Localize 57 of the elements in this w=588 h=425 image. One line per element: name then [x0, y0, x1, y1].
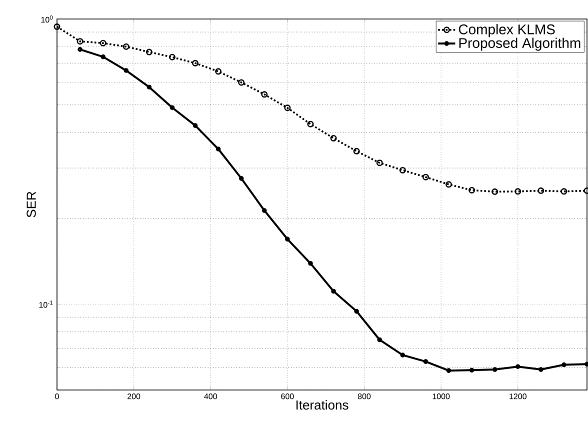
point: [354, 308, 359, 314]
point: [76, 38, 84, 45]
point: [100, 40, 106, 46]
point: [492, 367, 498, 372]
point: [331, 288, 336, 294]
point: [562, 362, 566, 368]
point: [215, 68, 222, 75]
point: [100, 54, 106, 60]
point: [192, 60, 199, 66]
point: [192, 123, 198, 128]
point: [445, 181, 452, 188]
legend-label: Complex KLMS: [458, 24, 555, 38]
x-tick-label: 800: [358, 394, 371, 400]
point: [124, 68, 129, 73]
y-tick-label: 10$^{-1}$: [39, 300, 53, 308]
point: [538, 187, 544, 194]
point: [560, 188, 568, 195]
point: [307, 120, 314, 128]
point: [538, 367, 544, 372]
point: [468, 186, 476, 194]
point: [238, 79, 245, 86]
point: [284, 104, 291, 112]
point: [146, 84, 152, 90]
x-tick-label: 400: [204, 394, 217, 400]
point: [285, 236, 290, 242]
y-tick-label: 10$^{0}$: [41, 15, 53, 23]
point: [377, 337, 382, 342]
point: [262, 208, 267, 213]
x-tick-label: 0: [55, 394, 59, 400]
point: [261, 91, 268, 98]
x-tick-label: 1200: [510, 394, 526, 400]
x-tick-label: 200: [128, 394, 140, 400]
point: [168, 54, 176, 60]
point: [399, 166, 406, 174]
legend-label: Proposed Algorithm: [459, 38, 580, 51]
point: [330, 134, 337, 142]
point: [400, 352, 406, 358]
point: [353, 148, 360, 154]
point: [446, 368, 452, 373]
point: [54, 23, 60, 30]
point: [514, 188, 522, 195]
x-axis-title: Iterations: [296, 400, 348, 410]
point: [515, 364, 520, 370]
point: [492, 188, 498, 195]
point: [146, 48, 152, 56]
point: [423, 359, 428, 364]
x-tick-label: 1000: [432, 394, 450, 400]
point: [308, 260, 313, 266]
point: [422, 174, 429, 180]
point: [122, 43, 130, 50]
point: [469, 368, 474, 373]
point: [170, 105, 175, 110]
point: [216, 146, 221, 152]
point: [238, 176, 244, 181]
point: [376, 160, 383, 166]
y-axis-title: SER: [26, 192, 36, 218]
x-tick-label: 600: [281, 394, 294, 400]
